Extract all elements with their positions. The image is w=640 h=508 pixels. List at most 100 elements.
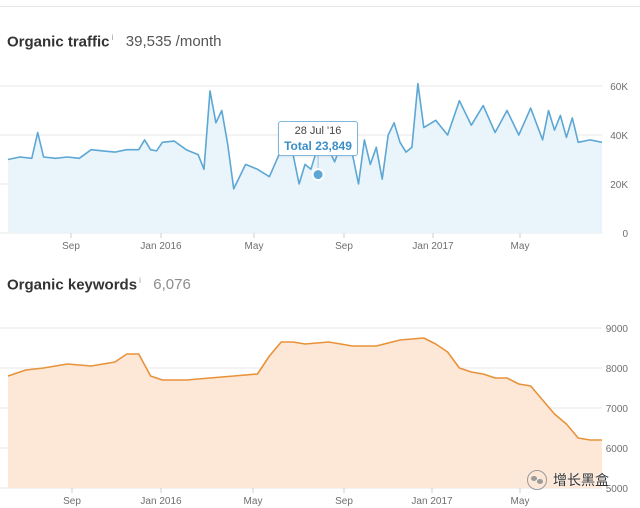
traffic-point [304,164,306,166]
keywords-title: Organic keywords [7,276,138,294]
traffic-point [405,151,407,153]
traffic-point [482,105,484,107]
x-tick-label: Jan 2016 [140,496,182,507]
keywords-point [589,439,591,441]
traffic-point [245,164,247,166]
traffic-point [31,158,33,160]
top-divider [0,6,640,7]
traffic-point [471,124,473,126]
x-tick-label: Jan 2017 [412,241,454,252]
traffic-point [162,142,164,144]
traffic-point [589,139,591,141]
y-tick-label: 5000 [606,484,629,495]
highlight-point[interactable] [311,168,325,182]
keywords-point [43,367,45,369]
keywords-point [292,341,294,343]
keywords-point [601,439,603,441]
traffic-point [560,115,562,117]
y-tick-label: 8000 [606,364,629,375]
traffic-point [577,142,579,144]
traffic-point [572,117,574,119]
traffic-point [233,188,235,190]
traffic-point [126,149,128,151]
traffic-point [269,176,271,178]
keywords-point [209,377,211,379]
y-tick-label: 40K [610,131,628,142]
traffic-point [364,139,366,141]
keywords-point [399,339,401,341]
traffic-point [506,110,508,112]
traffic-point [138,149,140,151]
traffic-point [55,158,57,160]
traffic-point [150,149,152,151]
keywords-area [8,338,602,488]
x-tick-label: May [245,241,264,252]
traffic-point [494,132,496,134]
x-tick-label: Jan 2016 [140,241,182,252]
keywords-point [423,337,425,339]
keywords-point [233,375,235,377]
keywords-point [114,361,116,363]
keywords-point [67,363,69,365]
keywords-point [447,351,449,353]
keywords-point [7,375,9,377]
traffic-point [459,100,461,102]
keywords-point [577,437,579,439]
traffic-value: 39,535 [125,33,172,51]
traffic-point [298,183,300,185]
keywords-point [126,353,128,355]
traffic-point [548,110,550,112]
traffic-point [530,107,532,109]
x-tick-label: Sep [335,496,353,507]
traffic-point [174,140,176,142]
traffic-point [67,156,69,158]
y-tick-label: 0 [622,229,628,240]
tooltip-date: 28 Jul '16 [294,125,342,137]
traffic-header: Organic traffic i 39,535/month [7,33,222,51]
keywords-value: 6,076 [153,276,191,294]
keywords-point [304,343,306,345]
y-tick-label: 9000 [606,324,629,335]
keywords-point [530,385,532,387]
x-tick-label: Sep [335,241,353,252]
traffic-point [227,144,229,146]
traffic-point [435,120,437,122]
traffic-point [221,110,223,112]
info-icon[interactable]: i [111,33,114,42]
keywords-point [566,423,568,425]
x-tick-label: May [511,241,530,252]
traffic-point [37,132,39,134]
traffic-point [518,134,520,136]
traffic-point [43,156,45,158]
keywords-point [280,341,282,343]
keywords-point [269,355,271,357]
keywords-line [7,337,602,441]
traffic-point [447,134,449,136]
traffic-point [156,150,158,152]
x-tick-label: May [244,496,263,507]
traffic-point [79,158,81,160]
y-tick-label: 20K [610,180,628,191]
traffic-point [102,150,104,152]
keywords-point [328,341,330,343]
keywords-point [471,371,473,373]
traffic-point [144,139,146,141]
traffic-point [197,154,199,156]
keywords-point [162,379,164,381]
traffic-point [7,159,9,161]
keywords-header: Organic keywords i 6,076 [7,276,191,294]
keywords-chart[interactable]: 9000 8000 7000 6000 5000 Sep Jan 2016 May Sep Jan… [0,312,640,508]
keywords-point [459,367,461,369]
traffic-chart[interactable]: 60K 40K 20K 0 Sep Jan 2016 May Sep Jan 2017 May [0,70,640,254]
info-icon[interactable]: i [139,276,141,285]
traffic-unit: /month [175,33,222,51]
watermark-text: 增长黑盒 [553,473,609,489]
y-tick-label: 7000 [606,404,629,415]
keywords-point [352,345,354,347]
keywords-point [185,379,187,381]
x-tick-label: May [511,496,530,507]
keywords-point [506,377,508,379]
keywords-point [482,373,484,375]
traffic-point [370,164,372,166]
keywords-point [542,399,544,401]
